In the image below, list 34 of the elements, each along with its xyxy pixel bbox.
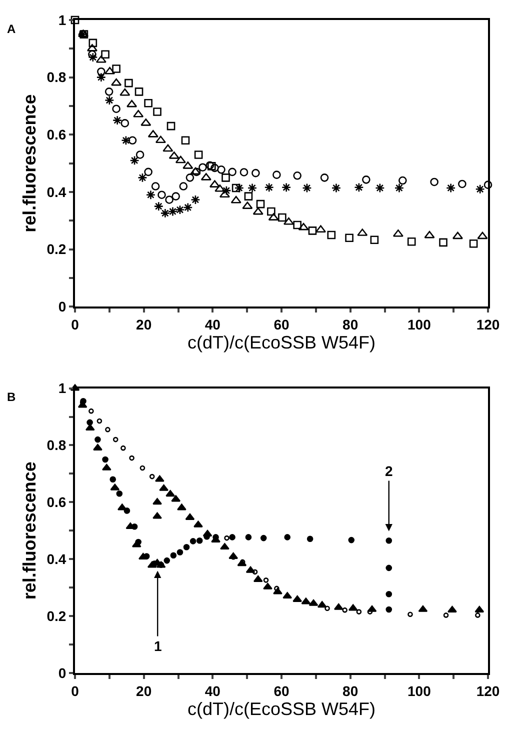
x-tick-label: 120 bbox=[476, 316, 500, 332]
x-tick-label: 100 bbox=[407, 316, 432, 332]
y-tick-label: 0.6 bbox=[46, 494, 66, 510]
y-tick-label: 0.6 bbox=[46, 126, 66, 143]
x-axis-title: c(dT)/c(EcoSSB W54F) bbox=[187, 698, 376, 719]
y-tick-label: 0 bbox=[58, 664, 66, 681]
y-axis-title: rel.fluorescence bbox=[19, 94, 40, 232]
x-tick-label: 0 bbox=[71, 316, 80, 332]
text: B bbox=[7, 390, 16, 404]
x-tick-label: 20 bbox=[136, 682, 152, 699]
x-tick-label: 40 bbox=[204, 682, 221, 699]
x-tick-label: 0 bbox=[71, 682, 80, 699]
x-tick-label: 40 bbox=[204, 316, 221, 332]
y-tick-label: 0.2 bbox=[46, 608, 66, 624]
y-axis-title: rel.fluorescence bbox=[19, 462, 40, 600]
annotation: 1 bbox=[154, 638, 162, 654]
x-tick-label: 20 bbox=[136, 316, 152, 332]
y-tick-label: 0.2 bbox=[46, 241, 66, 258]
x-tick-label: 60 bbox=[274, 682, 290, 699]
y-tick-label: 0.4 bbox=[46, 184, 66, 200]
y-tick-label: 1 bbox=[58, 380, 66, 396]
y-tick-label: 0 bbox=[58, 298, 66, 315]
x-tick-label: 80 bbox=[342, 316, 358, 332]
x-axis-title: c(dT)/c(EcoSSB W54F) bbox=[187, 332, 376, 352]
y-tick-label: 0.4 bbox=[46, 551, 66, 568]
y-tick-label: 0.8 bbox=[46, 69, 66, 86]
annotation: 2 bbox=[385, 463, 393, 479]
x-tick-label: 60 bbox=[274, 316, 290, 332]
text: A bbox=[7, 22, 16, 36]
x-tick-label: 80 bbox=[342, 682, 358, 699]
x-tick-label: 100 bbox=[407, 682, 432, 699]
x-tick-label: 120 bbox=[476, 682, 500, 699]
y-tick-label: 1 bbox=[58, 12, 66, 28]
y-tick-label: 0.8 bbox=[46, 437, 66, 454]
